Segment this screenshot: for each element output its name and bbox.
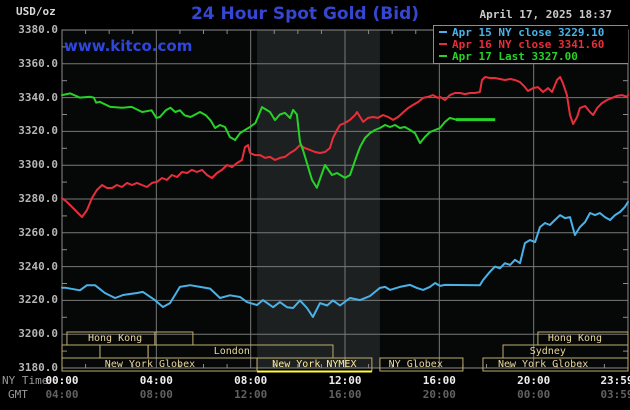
x-tick-label: 08:00 [234, 374, 268, 387]
session-box [482, 357, 629, 372]
x-tick-label: 03:59 [600, 388, 630, 401]
y-tick-label: 3300.0 [18, 158, 58, 172]
axis-caption-ny-time: NY Time [2, 374, 49, 387]
legend-dash-icon [439, 55, 447, 57]
x-tick-label: 08:00 [139, 388, 173, 401]
legend-item-label: Apr 15 NY close 3229.10 [452, 26, 605, 39]
session-label-london: London [213, 346, 250, 357]
session-label-ny-globex: NY Globex [388, 359, 443, 370]
x-tick-label: 20:00 [422, 388, 456, 401]
axis-caption-gmt: GMT [8, 388, 28, 401]
y-tick-label: 3320.0 [18, 124, 58, 138]
legend-item: Apr 15 NY close 3229.10 [438, 27, 628, 39]
legend-item: Apr 16 NY close 3341.60 [438, 39, 628, 51]
legend-dash-icon [439, 43, 447, 45]
y-tick-label: 3380.0 [18, 23, 58, 36]
legend-item-label: Apr 16 NY close 3341.60 [452, 38, 605, 51]
y-tick-label: 3220.0 [18, 293, 58, 307]
chart-datetime: April 17, 2025 18:37 [479, 8, 612, 21]
session-label-sydney: Sydney [529, 346, 566, 357]
x-tick-label: 04:00 [45, 388, 79, 401]
session-label-hong-kong: Hong Kong [87, 333, 143, 344]
x-tick-label: 20:00 [517, 374, 551, 387]
y-tick-label: 3280.0 [18, 192, 58, 205]
session-label-new-york-globex: New York Globex [497, 359, 589, 370]
x-tick-label: 12:00 [234, 388, 268, 401]
y-tick-label: 3260.0 [18, 225, 58, 239]
y-axis-units-label: USD/oz [16, 5, 56, 18]
session-box [379, 357, 464, 372]
kitco-watermark-link[interactable]: www.kitco.com [64, 37, 193, 55]
y-tick-label: 3240.0 [18, 259, 58, 273]
series-line-1 [61, 76, 629, 219]
legend-item-label: Apr 17 Last 3327.00 [452, 50, 578, 63]
series-line-0 [61, 201, 629, 318]
x-tick-label: 04:00 [139, 374, 173, 387]
x-tick-label: 00:00 [517, 388, 551, 401]
x-tick-label: 23:59 [600, 374, 630, 387]
session-label-hong-kong: Hong Kong [547, 333, 603, 344]
series-line-2 [61, 92, 457, 189]
legend-item: Apr 17 Last 3327.00 [438, 51, 628, 63]
session-label-new-york-nymex: New York NYMEX [272, 359, 357, 370]
chart-title: 24 Hour Spot Gold (Bid) [190, 4, 420, 24]
x-tick-label: 16:00 [328, 388, 362, 401]
y-tick-label: 3200.0 [18, 327, 58, 341]
x-tick-label: 00:00 [45, 374, 79, 387]
x-tick-label: 16:00 [422, 374, 456, 387]
session-label-new-york-globex: New York Globex [104, 359, 196, 370]
legend-dash-icon [439, 31, 447, 33]
chart-legend: Apr 15 NY close 3229.10 Apr 16 NY close 3… [433, 25, 628, 64]
y-tick-label: 3360.0 [18, 56, 58, 70]
y-tick-label: 3340.0 [18, 90, 58, 104]
x-tick-label: 12:00 [328, 374, 362, 387]
y-tick-label: 3180.0 [18, 361, 58, 374]
